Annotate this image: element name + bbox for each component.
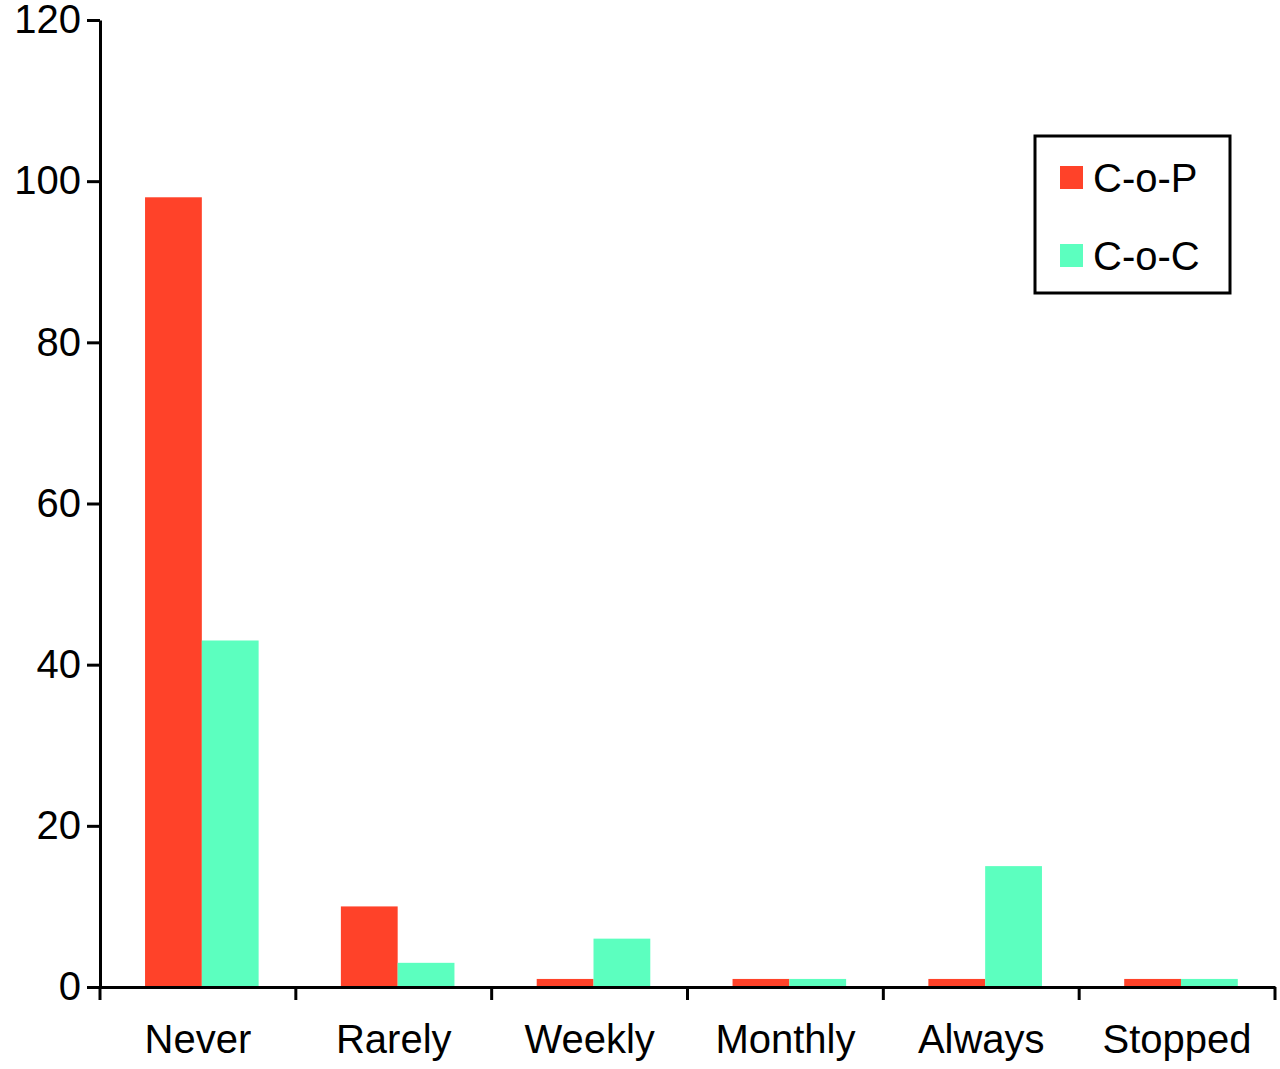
y-tick-mark (87, 986, 100, 989)
x-tick: Always (918, 987, 1045, 1061)
legend-swatch (1060, 244, 1083, 267)
y-tick: 20 (37, 803, 101, 847)
x-separator (294, 987, 297, 1000)
legend: C-o-P C-o-C (1035, 136, 1230, 293)
y-tick-label: 80 (37, 320, 82, 364)
x-tick-label: Stopped (1103, 1017, 1252, 1061)
bar (1124, 979, 1181, 987)
y-tick-label: 20 (37, 803, 82, 847)
legend-box (1035, 136, 1230, 293)
x-tick: Never (145, 987, 252, 1061)
bar (985, 866, 1042, 987)
y-tick-label: 0 (59, 964, 81, 1008)
y-tick-mark (87, 180, 100, 183)
x-separator (686, 987, 689, 1000)
bar (789, 979, 846, 987)
x-tick-label: Weekly (524, 1017, 654, 1061)
x-separator (99, 987, 102, 1000)
y-axis: 0 20 40 60 80 100 120 (14, 0, 100, 1008)
x-tick: Rarely (336, 987, 452, 1061)
bar (1181, 979, 1238, 987)
chart: 0 20 40 60 80 100 120 Never Rarely Weekly Monthly A… (0, 0, 1280, 1069)
x-tick: Stopped (1103, 987, 1252, 1061)
bar (733, 979, 790, 987)
x-tick: Monthly (715, 987, 855, 1061)
legend-label: C-o-P (1093, 156, 1197, 200)
y-tick: 40 (37, 642, 101, 686)
bar (594, 939, 651, 987)
x-tick: Weekly (524, 987, 654, 1061)
y-tick-mark (87, 664, 100, 667)
y-tick: 80 (37, 320, 101, 364)
y-tick-mark (87, 825, 100, 828)
x-tick-label: Monthly (715, 1017, 855, 1061)
plot: 0 20 40 60 80 100 120 Never Rarely Weekly Monthly A… (14, 0, 1275, 1061)
y-tick-label: 40 (37, 642, 82, 686)
x-axis: Never Rarely Weekly Monthly Always Stopped (100, 987, 1276, 1061)
y-tick: 60 (37, 481, 101, 525)
y-tick-mark (87, 19, 100, 22)
x-tick-label: Never (145, 1017, 252, 1061)
x-tick-label: Always (918, 1017, 1045, 1061)
y-tick: 100 (14, 158, 100, 202)
bar (202, 640, 259, 987)
y-tick-mark (87, 341, 100, 344)
bars (145, 197, 1238, 987)
y-tick-mark (87, 503, 100, 506)
bar (537, 979, 594, 987)
y-tick-label: 120 (14, 0, 81, 41)
bar (928, 979, 985, 987)
y-tick: 0 (59, 964, 100, 1008)
bar (398, 963, 455, 987)
x-tick-label: Rarely (336, 1017, 452, 1061)
y-tick-label: 60 (37, 481, 82, 525)
x-separator (1274, 987, 1277, 1000)
legend-label: C-o-C (1093, 234, 1200, 278)
legend-swatch (1060, 166, 1083, 189)
x-separator (882, 987, 885, 1000)
y-tick: 120 (14, 0, 100, 41)
x-separator (1078, 987, 1081, 1000)
bar (145, 197, 202, 987)
x-separator (490, 987, 493, 1000)
bar (341, 906, 398, 987)
y-tick-label: 100 (14, 158, 81, 202)
